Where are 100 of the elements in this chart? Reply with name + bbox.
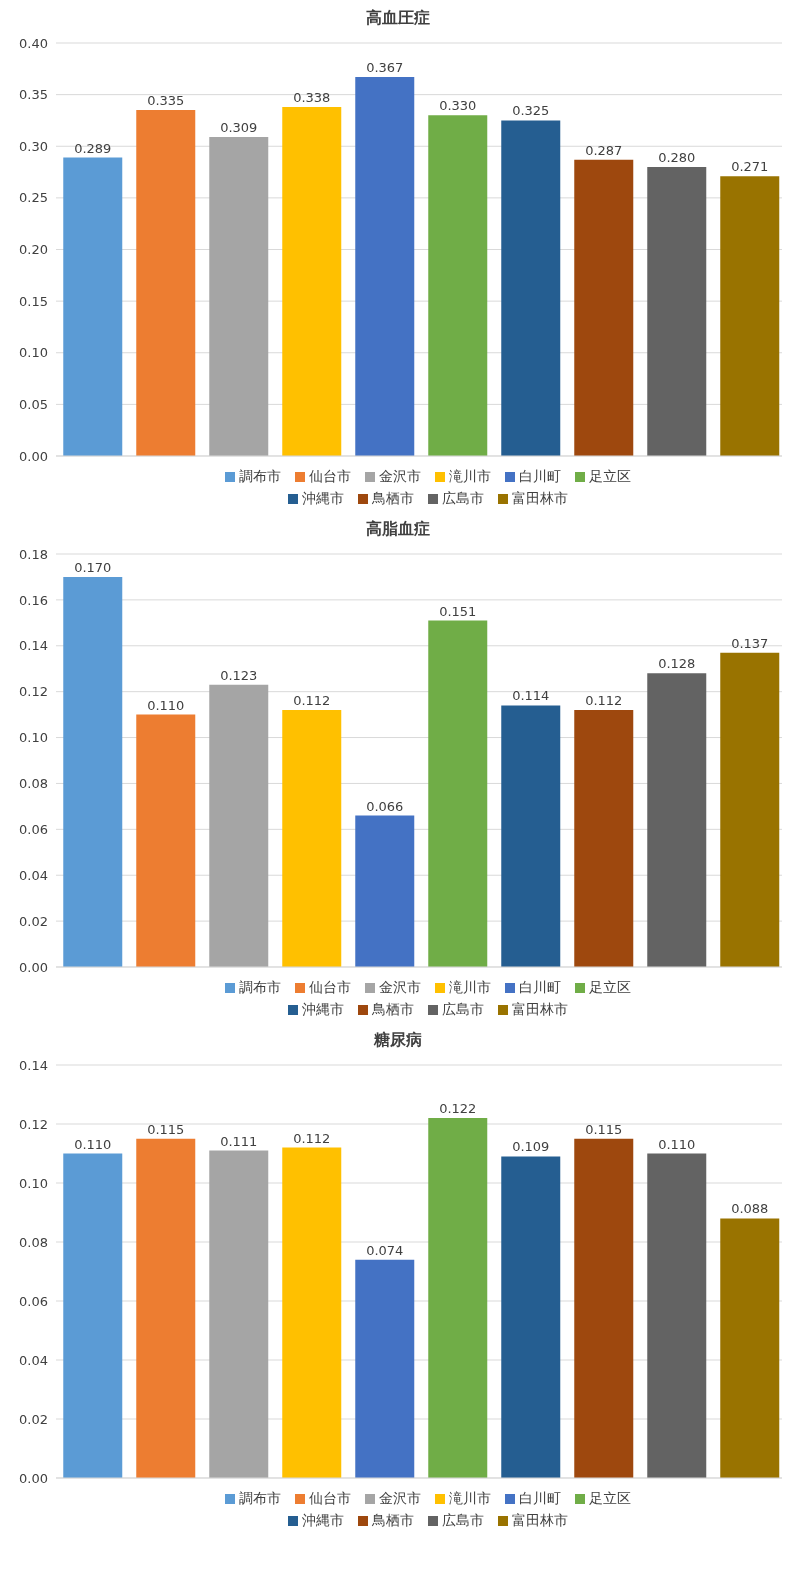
legend-label: 足立区 <box>589 979 631 997</box>
legend-label: 白川町 <box>519 468 561 486</box>
bar <box>574 1138 634 1478</box>
bar <box>574 710 634 967</box>
legend-label: 富田林市 <box>512 1001 568 1019</box>
bar <box>63 157 123 456</box>
data-label: 0.338 <box>293 90 331 106</box>
data-label: 0.115 <box>147 1121 185 1137</box>
data-label: 0.123 <box>220 667 258 683</box>
data-label: 0.114 <box>512 688 550 704</box>
y-tick-label: 0.10 <box>19 1175 48 1191</box>
bar <box>282 107 342 456</box>
bar <box>647 1153 707 1478</box>
bar <box>282 1147 342 1478</box>
legend-label: 鳥栖市 <box>372 1512 414 1530</box>
legend-label: 金沢市 <box>379 1490 421 1508</box>
bar <box>720 652 780 967</box>
chart-title: 高血圧症 <box>364 8 431 29</box>
data-label: 0.137 <box>731 635 769 651</box>
y-tick-label: 0.04 <box>19 867 48 883</box>
chart-title: 高脂血症 <box>364 519 431 540</box>
bar <box>282 710 342 967</box>
bar <box>720 176 780 456</box>
legend-label: 広島市 <box>442 490 484 508</box>
data-label: 0.112 <box>585 693 623 709</box>
legend-label: 富田林市 <box>512 1512 568 1530</box>
y-tick-label: 0.02 <box>19 1411 48 1427</box>
bar <box>63 576 123 967</box>
legend-label: 鳥栖市 <box>372 490 414 508</box>
legend-label: 滝川市 <box>449 979 491 997</box>
y-tick-label: 0.00 <box>19 448 48 464</box>
bar <box>355 815 415 967</box>
y-tick-label: 0.15 <box>19 293 48 309</box>
legend-label: 金沢市 <box>379 468 421 486</box>
y-tick-label: 0.12 <box>19 1116 48 1132</box>
bar <box>428 115 488 456</box>
y-tick-label: 0.02 <box>19 913 48 929</box>
data-label: 0.330 <box>439 98 477 114</box>
y-tick-label: 0.04 <box>19 1352 48 1368</box>
y-tick-label: 0.06 <box>19 1293 48 1309</box>
legend-label: 金沢市 <box>379 979 421 997</box>
bar <box>647 673 707 967</box>
data-label: 0.309 <box>220 119 258 135</box>
legend-label: 広島市 <box>442 1001 484 1019</box>
legend-label: 調布市 <box>239 1490 281 1508</box>
data-label: 0.110 <box>658 1136 696 1152</box>
bar <box>209 136 269 456</box>
bar <box>63 1153 123 1478</box>
bar <box>136 1138 196 1478</box>
legend-label: 白川町 <box>519 979 561 997</box>
data-label: 0.110 <box>147 697 185 713</box>
y-tick-label: 0.14 <box>19 638 48 654</box>
data-label: 0.109 <box>512 1139 550 1155</box>
y-tick-label: 0.10 <box>19 345 48 361</box>
data-label: 0.115 <box>585 1121 623 1137</box>
bar <box>428 1118 488 1478</box>
legend-label: 広島市 <box>442 1512 484 1530</box>
bar <box>136 110 196 456</box>
bar <box>647 166 707 456</box>
bar <box>209 1150 269 1478</box>
data-label: 0.325 <box>512 103 550 119</box>
y-tick-label: 0.06 <box>19 821 48 837</box>
y-tick-label: 0.16 <box>19 592 48 608</box>
bar <box>720 1218 780 1478</box>
bar <box>501 705 561 967</box>
bar <box>501 120 561 456</box>
chart-title: 糖尿病 <box>372 1030 423 1051</box>
legend-label: 滝川市 <box>449 468 491 486</box>
bar <box>136 714 196 967</box>
data-label: 0.151 <box>439 603 477 619</box>
data-label: 0.112 <box>293 1130 331 1146</box>
data-label: 0.066 <box>366 798 404 814</box>
legend-label: 仙台市 <box>309 1490 351 1508</box>
legend-label: 調布市 <box>239 979 281 997</box>
y-tick-label: 0.12 <box>19 684 48 700</box>
legend-label: 調布市 <box>239 468 281 486</box>
y-tick-label: 0.40 <box>19 35 48 51</box>
legend-label: 仙台市 <box>309 468 351 486</box>
y-tick-label: 0.10 <box>19 730 48 746</box>
y-tick-label: 0.30 <box>19 138 48 154</box>
legend-label: 鳥栖市 <box>372 1001 414 1019</box>
data-label: 0.335 <box>147 93 185 109</box>
legend-label: 白川町 <box>519 1490 561 1508</box>
bar <box>501 1156 561 1478</box>
legend-label: 富田林市 <box>512 490 568 508</box>
data-label: 0.128 <box>658 656 696 672</box>
legend-label: 沖縄市 <box>302 1001 344 1019</box>
data-label: 0.271 <box>731 159 769 175</box>
y-tick-label: 0.25 <box>19 190 48 206</box>
legend-label: 滝川市 <box>449 1490 491 1508</box>
data-label: 0.111 <box>220 1133 258 1149</box>
y-tick-label: 0.08 <box>19 776 48 792</box>
y-tick-label: 0.00 <box>19 1470 48 1486</box>
data-label: 0.074 <box>366 1242 404 1258</box>
legend-label: 仙台市 <box>309 979 351 997</box>
y-tick-label: 0.05 <box>19 396 48 412</box>
bar <box>209 684 269 967</box>
y-tick-label: 0.18 <box>19 546 48 562</box>
legend-label: 沖縄市 <box>302 490 344 508</box>
legend-label: 足立区 <box>589 468 631 486</box>
